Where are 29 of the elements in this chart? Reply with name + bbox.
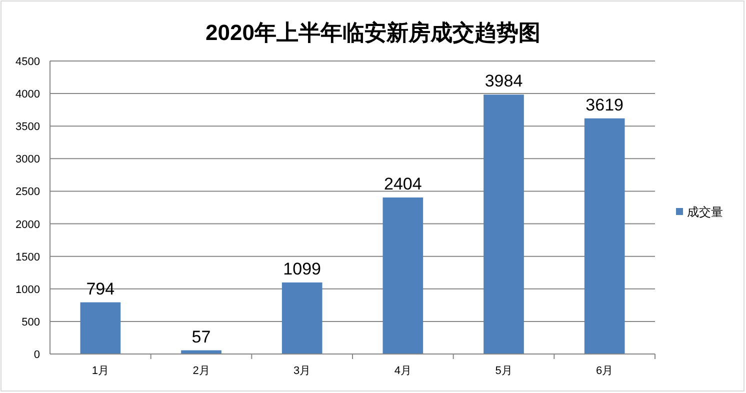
bar <box>80 302 121 354</box>
data-label: 3984 <box>484 72 523 91</box>
chart-title: 2020年上半年临安新房成交趋势图 <box>206 20 540 45</box>
y-tick-label: 4000 <box>16 88 40 101</box>
y-tick-label: 2500 <box>16 186 40 198</box>
x-tick-label: 4月 <box>394 365 412 377</box>
data-label: 2404 <box>384 174 422 194</box>
y-tick-label: 4500 <box>16 56 40 68</box>
y-tick-label: 1500 <box>16 251 40 264</box>
bar <box>484 94 524 354</box>
data-label: 57 <box>192 327 211 346</box>
legend-label: 成交量 <box>687 205 723 219</box>
data-label: 794 <box>86 279 115 298</box>
x-tick-label: 1月 <box>92 365 109 377</box>
x-tick-label: 3月 <box>294 365 311 377</box>
y-tick-label: 500 <box>22 316 40 328</box>
y-tick-label: 1000 <box>16 284 40 296</box>
y-tick-label: 3000 <box>16 154 40 166</box>
bar <box>382 197 424 354</box>
data-label: 3619 <box>586 95 624 114</box>
x-tick-label: 6月 <box>596 365 614 377</box>
bar <box>584 118 625 354</box>
y-tick-label: 2000 <box>16 218 40 231</box>
x-tick-label: 2月 <box>192 365 210 377</box>
data-label: 1099 <box>283 259 321 278</box>
y-tick-label: 3500 <box>16 121 40 134</box>
bar <box>282 282 322 354</box>
y-tick-label: 0 <box>34 349 40 361</box>
x-tick-label: 5月 <box>495 365 512 377</box>
